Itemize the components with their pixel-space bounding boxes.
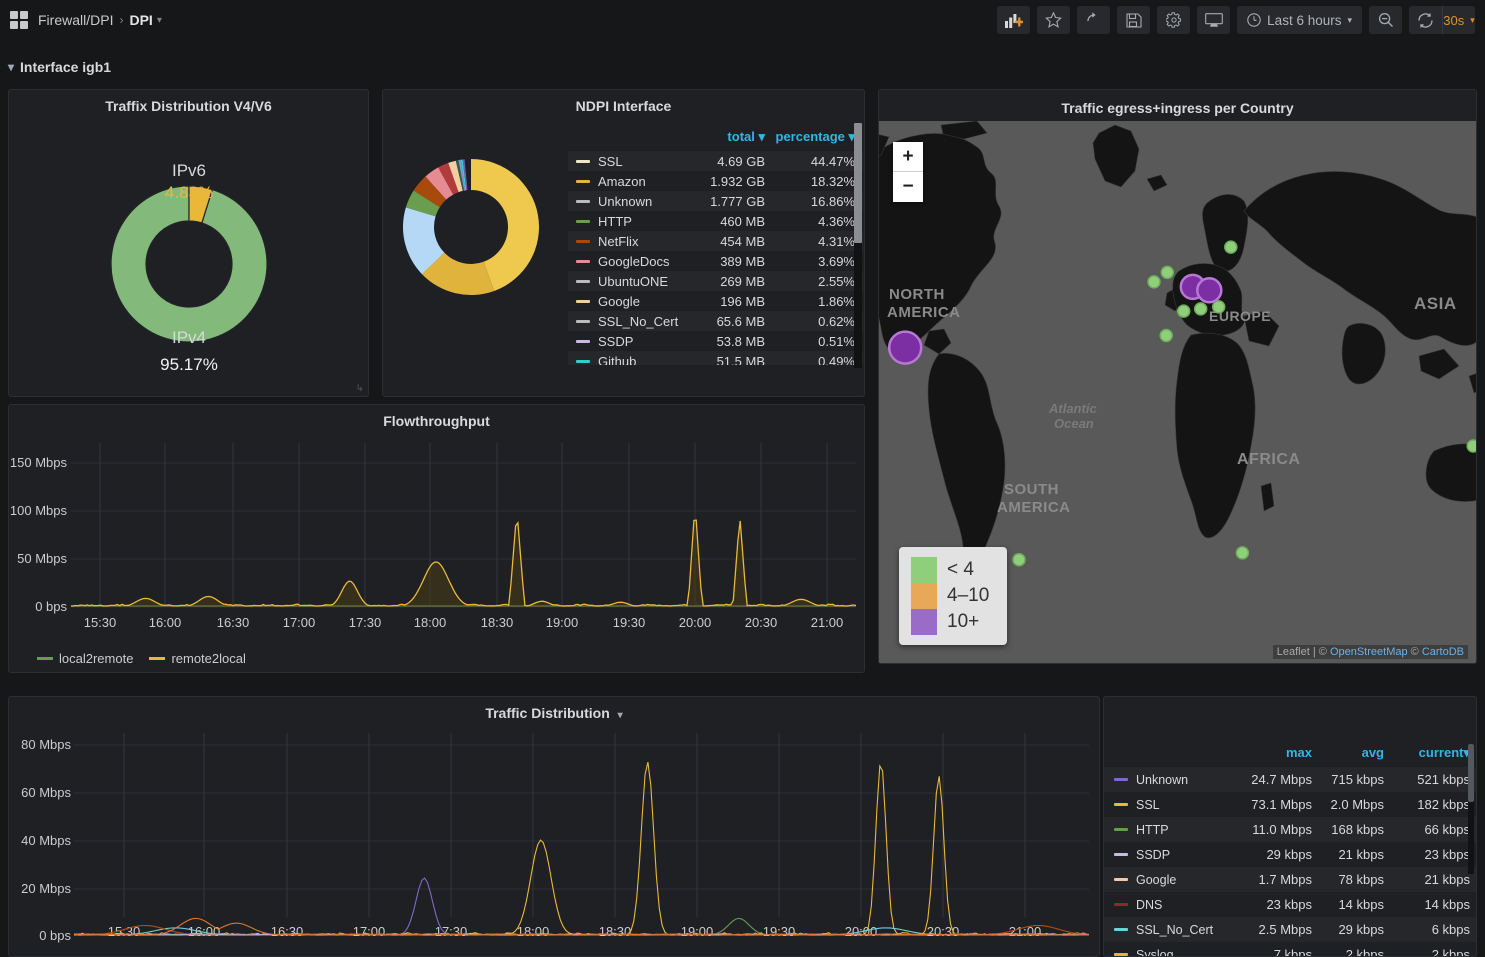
svg-text:20 Mbps: 20 Mbps: [21, 881, 71, 896]
svg-text:20:30: 20:30: [745, 615, 778, 630]
svg-text:AMERICA: AMERICA: [887, 304, 961, 321]
svg-text:16:00: 16:00: [149, 615, 182, 630]
svg-text:20:00: 20:00: [679, 615, 712, 630]
svg-text:17:00: 17:00: [353, 924, 386, 939]
svg-text:95.17%: 95.17%: [160, 355, 218, 374]
svg-text:AFRICA: AFRICA: [1237, 451, 1300, 468]
svg-text:16:00: 16:00: [188, 924, 221, 939]
svg-text:IPv4: IPv4: [172, 328, 206, 347]
svg-text:16:30: 16:30: [271, 924, 304, 939]
svg-text:21:00: 21:00: [811, 615, 844, 630]
svg-text:16:30: 16:30: [217, 615, 250, 630]
svg-text:0 bps: 0 bps: [39, 928, 71, 943]
svg-text:18:30: 18:30: [481, 615, 514, 630]
svg-text:NORTH: NORTH: [889, 286, 945, 303]
svg-text:IPv6: IPv6: [172, 161, 206, 180]
svg-text:17:30: 17:30: [349, 615, 382, 630]
svg-text:18:30: 18:30: [599, 924, 632, 939]
svg-text:4.83%: 4.83%: [165, 183, 213, 202]
svg-text:80 Mbps: 80 Mbps: [21, 737, 71, 752]
svg-text:17:00: 17:00: [283, 615, 316, 630]
svg-text:19:30: 19:30: [763, 924, 796, 939]
svg-text:50 Mbps: 50 Mbps: [17, 551, 67, 566]
svg-text:20:30: 20:30: [927, 924, 960, 939]
svg-text:15:30: 15:30: [84, 615, 117, 630]
svg-text:19:00: 19:00: [681, 924, 714, 939]
svg-text:AMERICA: AMERICA: [997, 499, 1071, 516]
svg-text:60 Mbps: 60 Mbps: [21, 785, 71, 800]
svg-text:19:00: 19:00: [546, 615, 579, 630]
svg-text:Atlantic: Atlantic: [1048, 401, 1097, 416]
svg-text:100 Mbps: 100 Mbps: [10, 503, 68, 518]
svg-text:21:00: 21:00: [1009, 924, 1042, 939]
svg-text:SOUTH: SOUTH: [1004, 481, 1059, 498]
svg-text:18:00: 18:00: [414, 615, 447, 630]
svg-text:150 Mbps: 150 Mbps: [10, 455, 68, 470]
svg-text:ASIA: ASIA: [1414, 294, 1457, 313]
svg-text:40 Mbps: 40 Mbps: [21, 833, 71, 848]
svg-text:18:00: 18:00: [517, 924, 550, 939]
svg-text:19:30: 19:30: [613, 615, 646, 630]
svg-text:0 bps: 0 bps: [35, 599, 67, 614]
svg-text:Ocean: Ocean: [1054, 416, 1094, 431]
